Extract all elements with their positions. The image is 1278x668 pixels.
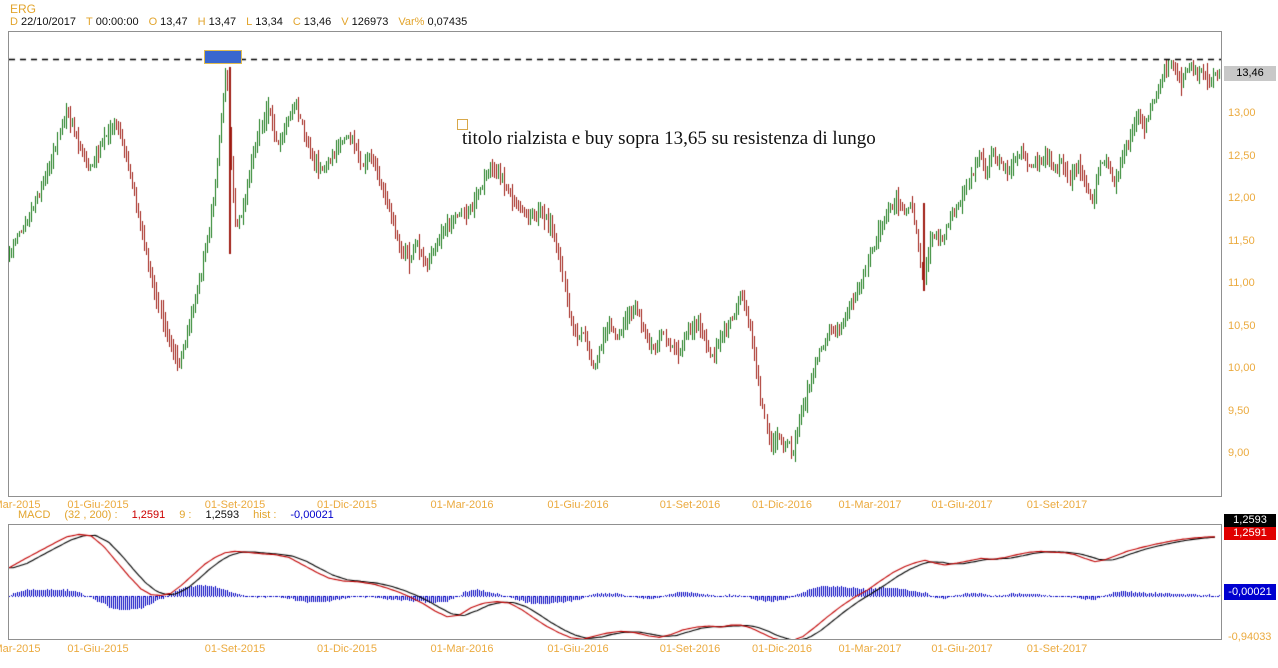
macd-indicator-header: MACD (32 , 200) : 1,2591 9 : 1,2593 hist : -0,… bbox=[18, 509, 348, 521]
date-tick-label: 01-Giu-2016 bbox=[547, 643, 609, 655]
price-tick-label: 11,50 bbox=[1228, 234, 1255, 247]
quote-field-label: D bbox=[10, 16, 18, 28]
date-tick-label: 01-Set-2015 bbox=[204, 499, 266, 511]
macd-header-segment: 9 : bbox=[179, 509, 192, 521]
date-tick-label: 01-Set-2017 bbox=[1026, 499, 1088, 511]
quote-field-label: L bbox=[246, 16, 253, 28]
symbol-title: ERG bbox=[10, 2, 37, 16]
quote-field-label: V bbox=[341, 16, 349, 28]
date-tick-label: 01-Dic-2016 bbox=[752, 499, 812, 511]
annotation-text: titolo rialzista e buy sopra 13,65 su re… bbox=[462, 128, 876, 149]
date-tick-label: 01-Set-2015 bbox=[204, 643, 266, 655]
date-tick-label: 01-Mar-2016 bbox=[430, 499, 494, 511]
quote-field-value: 13,47 bbox=[160, 16, 188, 28]
date-tick-label: 01-Mar-2017 bbox=[838, 499, 902, 511]
date-axis-macd: Mar-2015 01-Giu-2015 01-Set-2015 01-Dic-201… bbox=[0, 643, 1278, 655]
macd-header-segment: 1,2593 bbox=[205, 509, 240, 521]
date-tick-label: 01-Dic-2015 bbox=[317, 643, 377, 655]
last-price-tag: 13,46 bbox=[1224, 65, 1276, 81]
macd-header-segment: MACD bbox=[18, 509, 51, 521]
price-tick-label: 12,00 bbox=[1228, 192, 1256, 204]
macd-chart-canvas[interactable] bbox=[9, 525, 1221, 639]
date-tick-label: 01-Giu-2015 bbox=[67, 643, 129, 655]
quote-field-value: 22/10/2017 bbox=[20, 16, 77, 28]
price-tick-label: 10,50 bbox=[1228, 319, 1256, 332]
annotation-anchor-square[interactable] bbox=[457, 119, 468, 130]
price-tick-label: 9,00 bbox=[1228, 447, 1250, 459]
quote-field-value: 13,46 bbox=[303, 16, 332, 28]
macd-hist-value-tag: -0,00021 bbox=[1224, 584, 1276, 600]
date-tick-label: 01-Set-2017 bbox=[1026, 643, 1088, 655]
quote-field-value: 126973 bbox=[351, 16, 389, 28]
candlestick-chart-canvas[interactable] bbox=[9, 32, 1221, 496]
quote-field-label: C bbox=[292, 16, 301, 28]
date-tick-label: 01-Giu-2017 bbox=[931, 643, 993, 655]
price-chart-panel[interactable] bbox=[8, 31, 1222, 497]
quote-info-bar: D 22/10/2017 T 00:00:00 O 13,47 H 13,47 L 13,34 C 1… bbox=[10, 16, 477, 28]
macd-panel[interactable] bbox=[8, 524, 1222, 640]
quote-field-value: 13,47 bbox=[208, 16, 237, 28]
date-tick-label: 01-Mar-2016 bbox=[430, 643, 494, 655]
selected-resistance-handle[interactable] bbox=[204, 50, 242, 64]
price-tick-label: 10,00 bbox=[1228, 362, 1256, 374]
date-tick-label: 01-Set-2016 bbox=[659, 499, 721, 511]
date-tick-label: 01-Dic-2015 bbox=[317, 499, 377, 511]
date-axis-main: Mar-2015 01-Giu-2015 01-Set-2015 01-Dic-201… bbox=[0, 499, 1278, 511]
macd-signal-value-tag: 1,2593 bbox=[1224, 514, 1276, 527]
macd-value-tag: 1,2591 bbox=[1224, 527, 1276, 540]
price-tick-label: 13,00 bbox=[1228, 107, 1256, 119]
quote-field-label: Var% bbox=[398, 16, 425, 28]
macd-scale-min-label: -0,94033 bbox=[1228, 631, 1272, 643]
date-tick-label: 01-Mar-2017 bbox=[838, 643, 902, 655]
date-tick-label: 01-Dic-2016 bbox=[752, 643, 812, 655]
quote-field-value: 00:00:00 bbox=[95, 16, 139, 28]
quote-field-label: T bbox=[86, 16, 93, 28]
quote-field-label: H bbox=[197, 16, 206, 28]
price-tick-label: 11,00 bbox=[1228, 277, 1255, 289]
quote-field-value: 13,34 bbox=[255, 16, 283, 28]
macd-header-segment: -0,00021 bbox=[290, 509, 334, 521]
macd-header-segment: hist : bbox=[253, 509, 277, 521]
date-tick-label: 01-Giu-2016 bbox=[547, 499, 609, 511]
date-tick-label: Mar-2015 bbox=[0, 643, 41, 655]
date-tick-label: Mar-2015 bbox=[0, 499, 41, 511]
date-tick-label: 01-Set-2016 bbox=[659, 643, 721, 655]
date-tick-label: 01-Giu-2017 bbox=[931, 499, 993, 511]
macd-header-segment: 1,2591 bbox=[131, 509, 166, 521]
quote-field-value: 0,07435 bbox=[427, 16, 468, 28]
price-tick-label: 9,50 bbox=[1228, 404, 1250, 417]
quote-field-label: O bbox=[148, 16, 158, 28]
date-tick-label: 01-Giu-2015 bbox=[67, 499, 129, 511]
price-tick-label: 12,50 bbox=[1228, 149, 1256, 162]
macd-header-segment: (32 , 200) : bbox=[64, 509, 118, 521]
